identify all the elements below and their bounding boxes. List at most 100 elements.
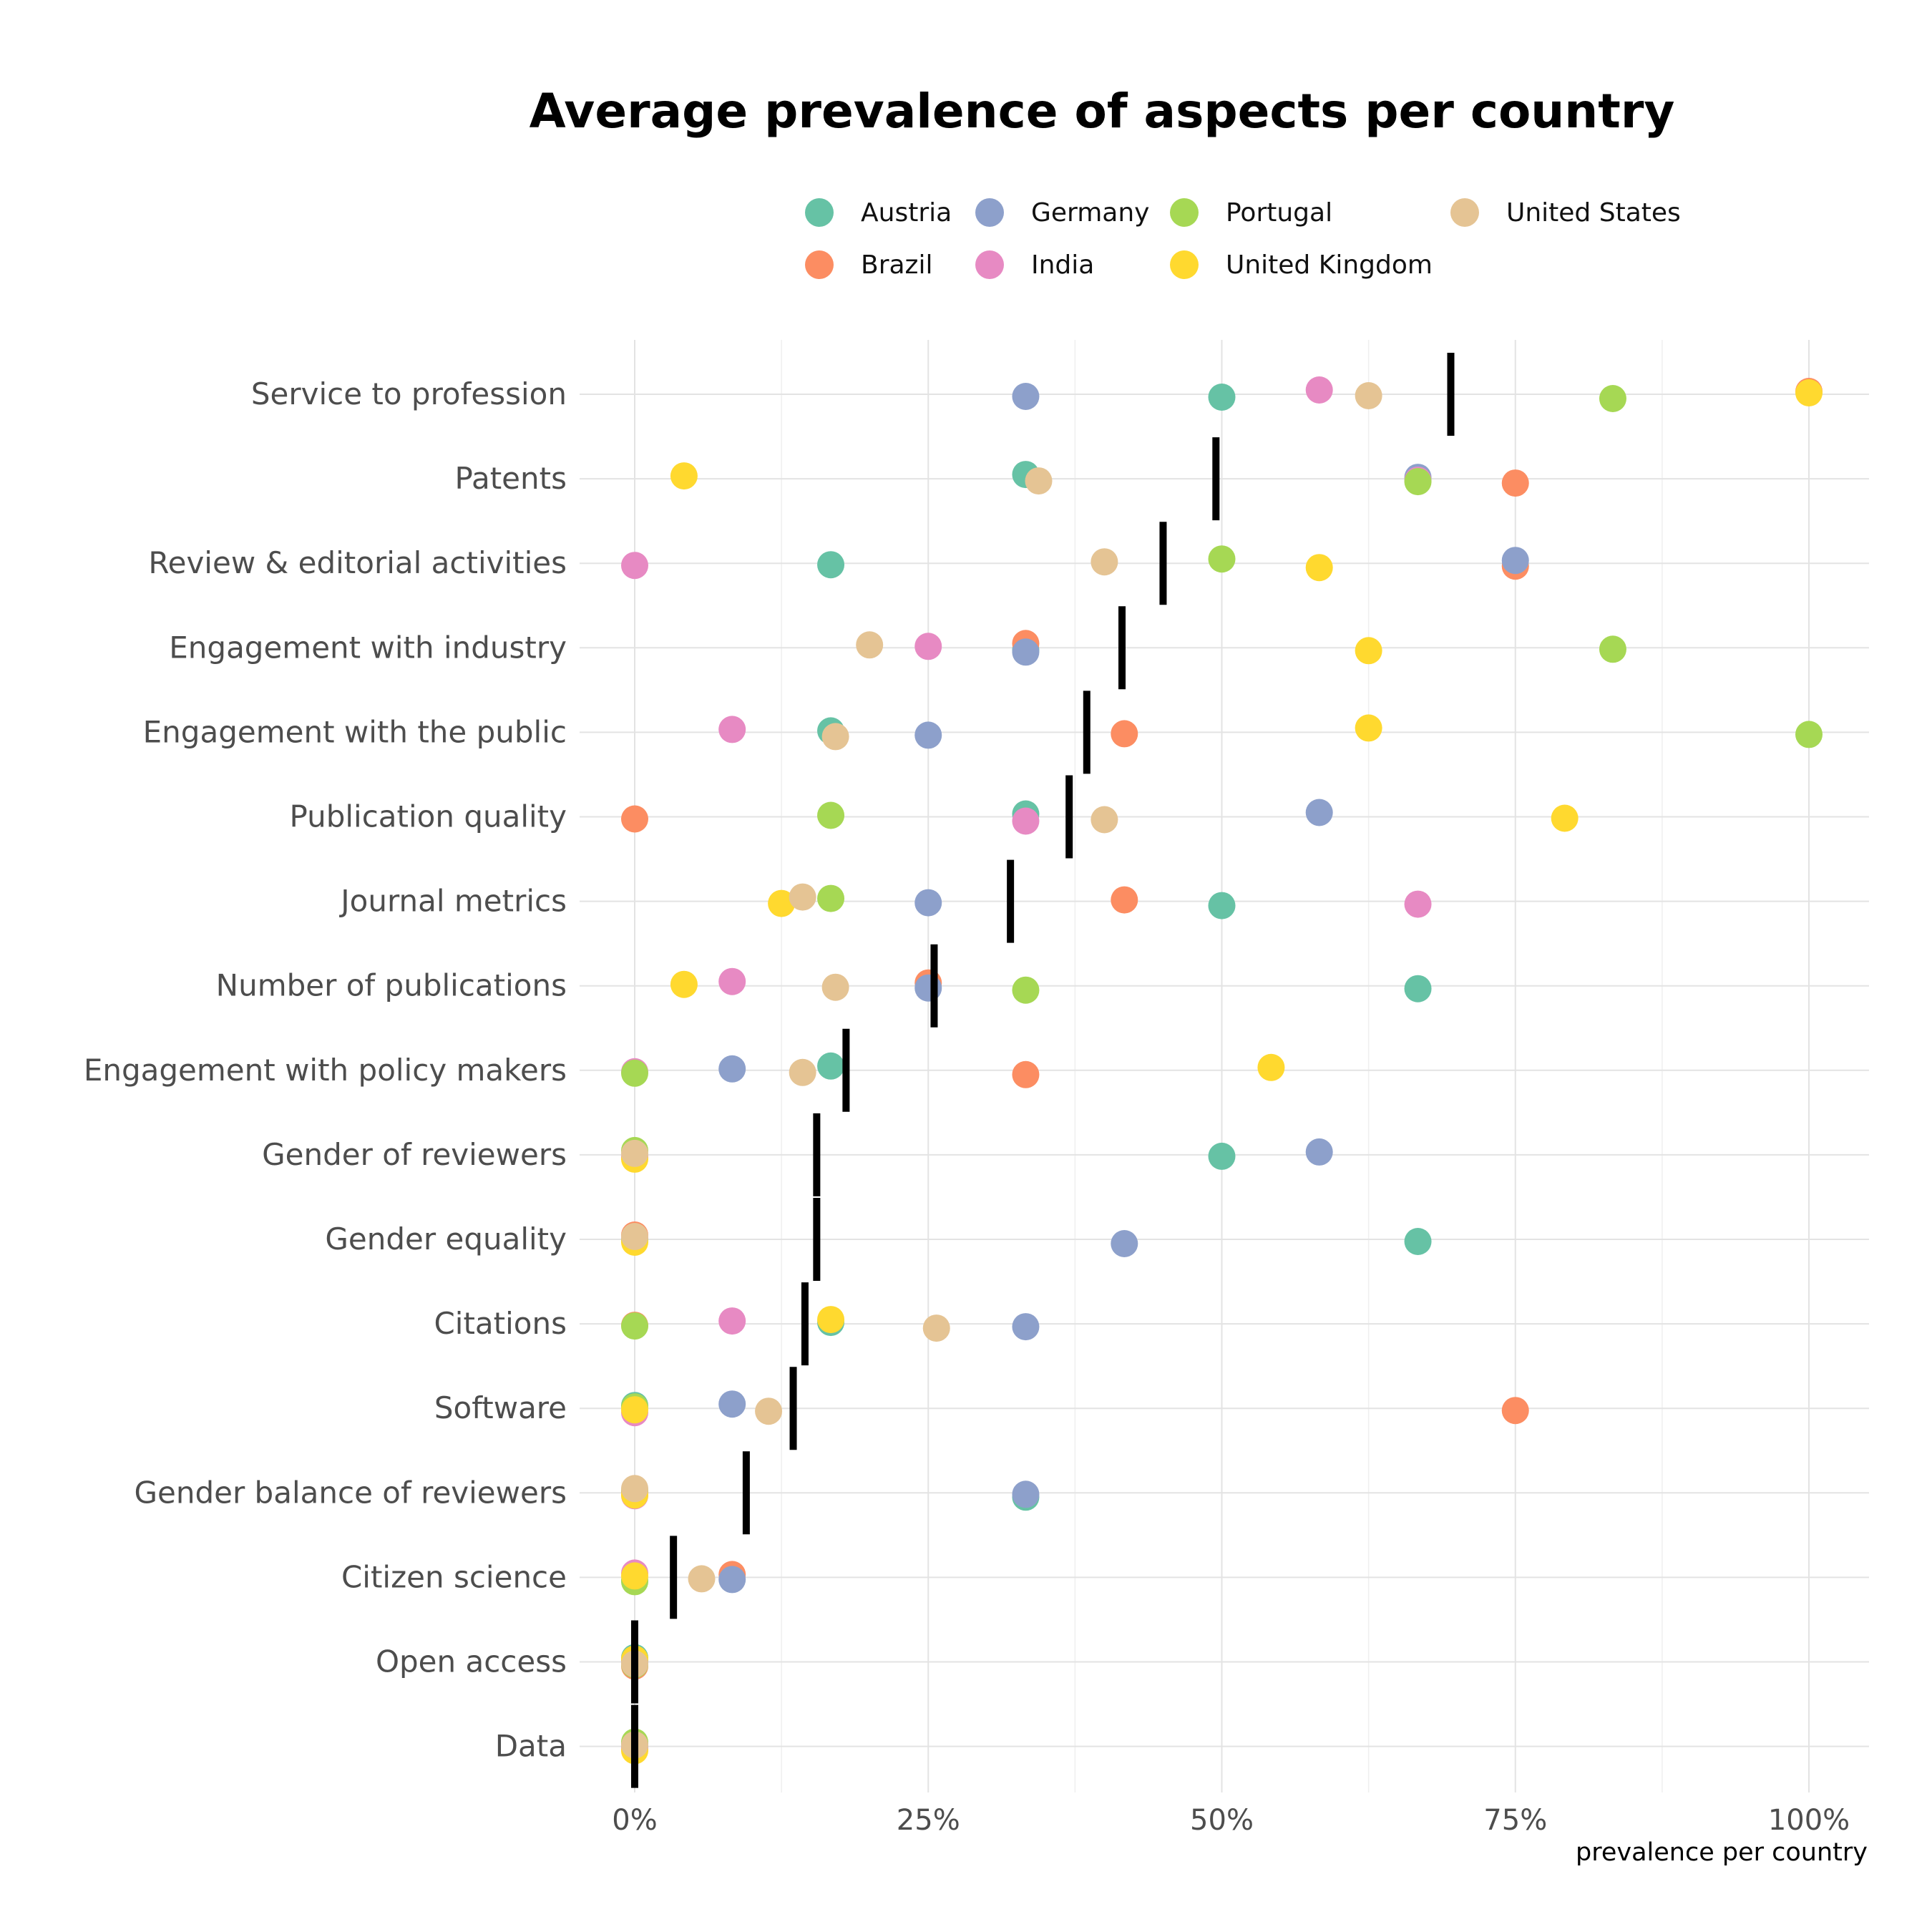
x-tick-label: 75% — [1483, 1804, 1547, 1837]
point-united-states-gender-balance-of-reviewers — [621, 1475, 648, 1503]
legend-item-united-states: United States — [1450, 198, 1681, 228]
legend-key-austria — [805, 198, 834, 227]
point-austria-journal-metrics — [1208, 892, 1236, 919]
point-india-review-and-editorial-activities — [621, 552, 648, 580]
point-india-number-of-publications — [718, 967, 746, 995]
y-tick-label: Citations — [434, 1306, 567, 1341]
y-tick-label: Gender balance of reviewers — [134, 1475, 567, 1510]
point-india-publication-quality — [1012, 807, 1040, 835]
y-tick-label: Engagement with policy makers — [84, 1053, 567, 1088]
grid — [580, 340, 1869, 1792]
point-austria-number-of-publications — [1404, 975, 1432, 1002]
y-tick-label: Open access — [376, 1644, 567, 1679]
legend: Austria Brazil Germany India Portugal United … — [805, 198, 1681, 280]
point-india-journal-metrics — [1404, 890, 1432, 918]
point-portugal-publication-quality — [817, 801, 845, 829]
y-tick-label: Citizen science — [341, 1559, 567, 1594]
point-united-states-software — [755, 1397, 783, 1425]
legend-label: India — [1031, 250, 1094, 280]
point-austria-service-to-profession — [1208, 384, 1236, 411]
point-germany-publication-quality — [1305, 799, 1333, 826]
point-germany-service-to-profession — [1012, 383, 1040, 410]
legend-item-brazil: Brazil — [805, 250, 932, 280]
x-tick-label: 0% — [612, 1804, 657, 1837]
x-tick-label: 50% — [1190, 1804, 1254, 1837]
point-united-states-engagement-with-industry — [856, 631, 884, 659]
point-united-states-service-to-profession — [1355, 382, 1382, 409]
legend-key-united-kingdom — [1170, 250, 1199, 279]
point-austria-gender-equality — [1404, 1228, 1432, 1255]
point-united-kingdom-publication-quality — [1551, 804, 1579, 832]
point-germany-review-and-editorial-activities — [1501, 547, 1529, 575]
x-axis-title: prevalence per country — [1576, 1838, 1868, 1867]
point-united-kingdom-engagement-with-industry — [1355, 637, 1382, 665]
point-portugal-review-and-editorial-activities — [1208, 545, 1236, 573]
point-germany-software — [718, 1390, 746, 1418]
point-united-kingdom-engagement-with-policy-makers — [1257, 1053, 1285, 1081]
legend-label: Brazil — [861, 250, 932, 280]
legend-item-austria: Austria — [805, 198, 952, 228]
legend-label: Portugal — [1226, 198, 1332, 228]
mean-markers — [631, 353, 1455, 1788]
point-brazil-engagement-with-policy-makers — [1012, 1060, 1040, 1088]
point-portugal-patents — [1404, 468, 1432, 496]
point-united-kingdom-citations — [817, 1306, 845, 1334]
point-austria-gender-of-reviewers — [1208, 1142, 1236, 1170]
legend-key-united-states — [1450, 198, 1479, 227]
point-united-kingdom-review-and-editorial-activities — [1305, 554, 1333, 582]
point-germany-citizen-science — [718, 1566, 746, 1594]
point-brazil-software — [1501, 1397, 1529, 1425]
point-brazil-engagement-with-the-public — [1111, 720, 1138, 748]
point-united-states-engagement-with-policy-makers — [789, 1058, 816, 1086]
y-axis-labels: Service to profession Patents Review & edi… — [84, 376, 567, 1764]
legend-key-portugal — [1170, 198, 1199, 227]
y-tick-label: Review & editorial activities — [148, 545, 567, 580]
point-united-states-journal-metrics — [789, 883, 816, 911]
point-united-states-gender-of-reviewers — [621, 1139, 648, 1167]
point-portugal-number-of-publications — [1012, 976, 1040, 1004]
point-germany-engagement-with-the-public — [914, 721, 942, 749]
point-germany-engagement-with-policy-makers — [718, 1055, 746, 1083]
point-united-states-engagement-with-the-public — [821, 723, 849, 751]
point-india-engagement-with-industry — [914, 633, 942, 660]
point-germany-gender-equality — [1111, 1230, 1138, 1257]
x-axis-labels: 0% 25% 50% 75% 100% — [612, 1804, 1850, 1837]
point-portugal-journal-metrics — [817, 884, 845, 912]
point-united-kingdom-service-to-profession — [1795, 379, 1823, 406]
point-germany-gender-of-reviewers — [1305, 1138, 1333, 1166]
y-tick-label: Software — [434, 1390, 567, 1425]
point-portugal-service-to-profession — [1599, 385, 1626, 412]
legend-item-united-kingdom: United Kingdom — [1170, 250, 1433, 280]
y-tick-label: Gender equality — [325, 1221, 567, 1257]
point-germany-engagement-with-industry — [1012, 638, 1040, 666]
legend-item-portugal: Portugal — [1170, 198, 1332, 228]
y-tick-label: Data — [495, 1729, 567, 1764]
point-austria-review-and-editorial-activities — [817, 551, 845, 579]
point-germany-gender-balance-of-reviewers — [1012, 1480, 1040, 1508]
point-germany-journal-metrics — [914, 889, 942, 917]
y-tick-label: Journal metrics — [338, 884, 567, 919]
point-brazil-patents — [1501, 469, 1529, 497]
legend-key-india — [975, 250, 1004, 279]
point-united-kingdom-citizen-science — [621, 1562, 648, 1590]
point-united-kingdom-software — [621, 1396, 648, 1424]
y-tick-label: Engagement with the public — [143, 714, 567, 749]
point-united-states-citizen-science — [688, 1565, 716, 1593]
legend-key-brazil — [805, 250, 834, 279]
point-portugal-engagement-with-industry — [1599, 635, 1626, 663]
point-united-states-gender-equality — [621, 1223, 648, 1250]
y-tick-label: Engagement with industry — [169, 630, 567, 665]
legend-item-germany: Germany — [975, 198, 1149, 228]
point-india-citations — [718, 1307, 746, 1335]
x-tick-label: 25% — [897, 1804, 960, 1837]
point-united-states-number-of-publications — [821, 973, 849, 1001]
point-germany-citations — [1012, 1313, 1040, 1341]
legend-label: United Kingdom — [1226, 250, 1433, 280]
y-tick-label: Number of publications — [216, 968, 567, 1003]
point-portugal-citations — [621, 1312, 648, 1340]
point-india-service-to-profession — [1305, 376, 1333, 404]
point-united-kingdom-journal-metrics — [768, 889, 796, 917]
point-united-kingdom-engagement-with-the-public — [1355, 714, 1382, 742]
point-india-engagement-with-the-public — [718, 716, 746, 743]
point-united-states-patents — [1025, 467, 1053, 495]
